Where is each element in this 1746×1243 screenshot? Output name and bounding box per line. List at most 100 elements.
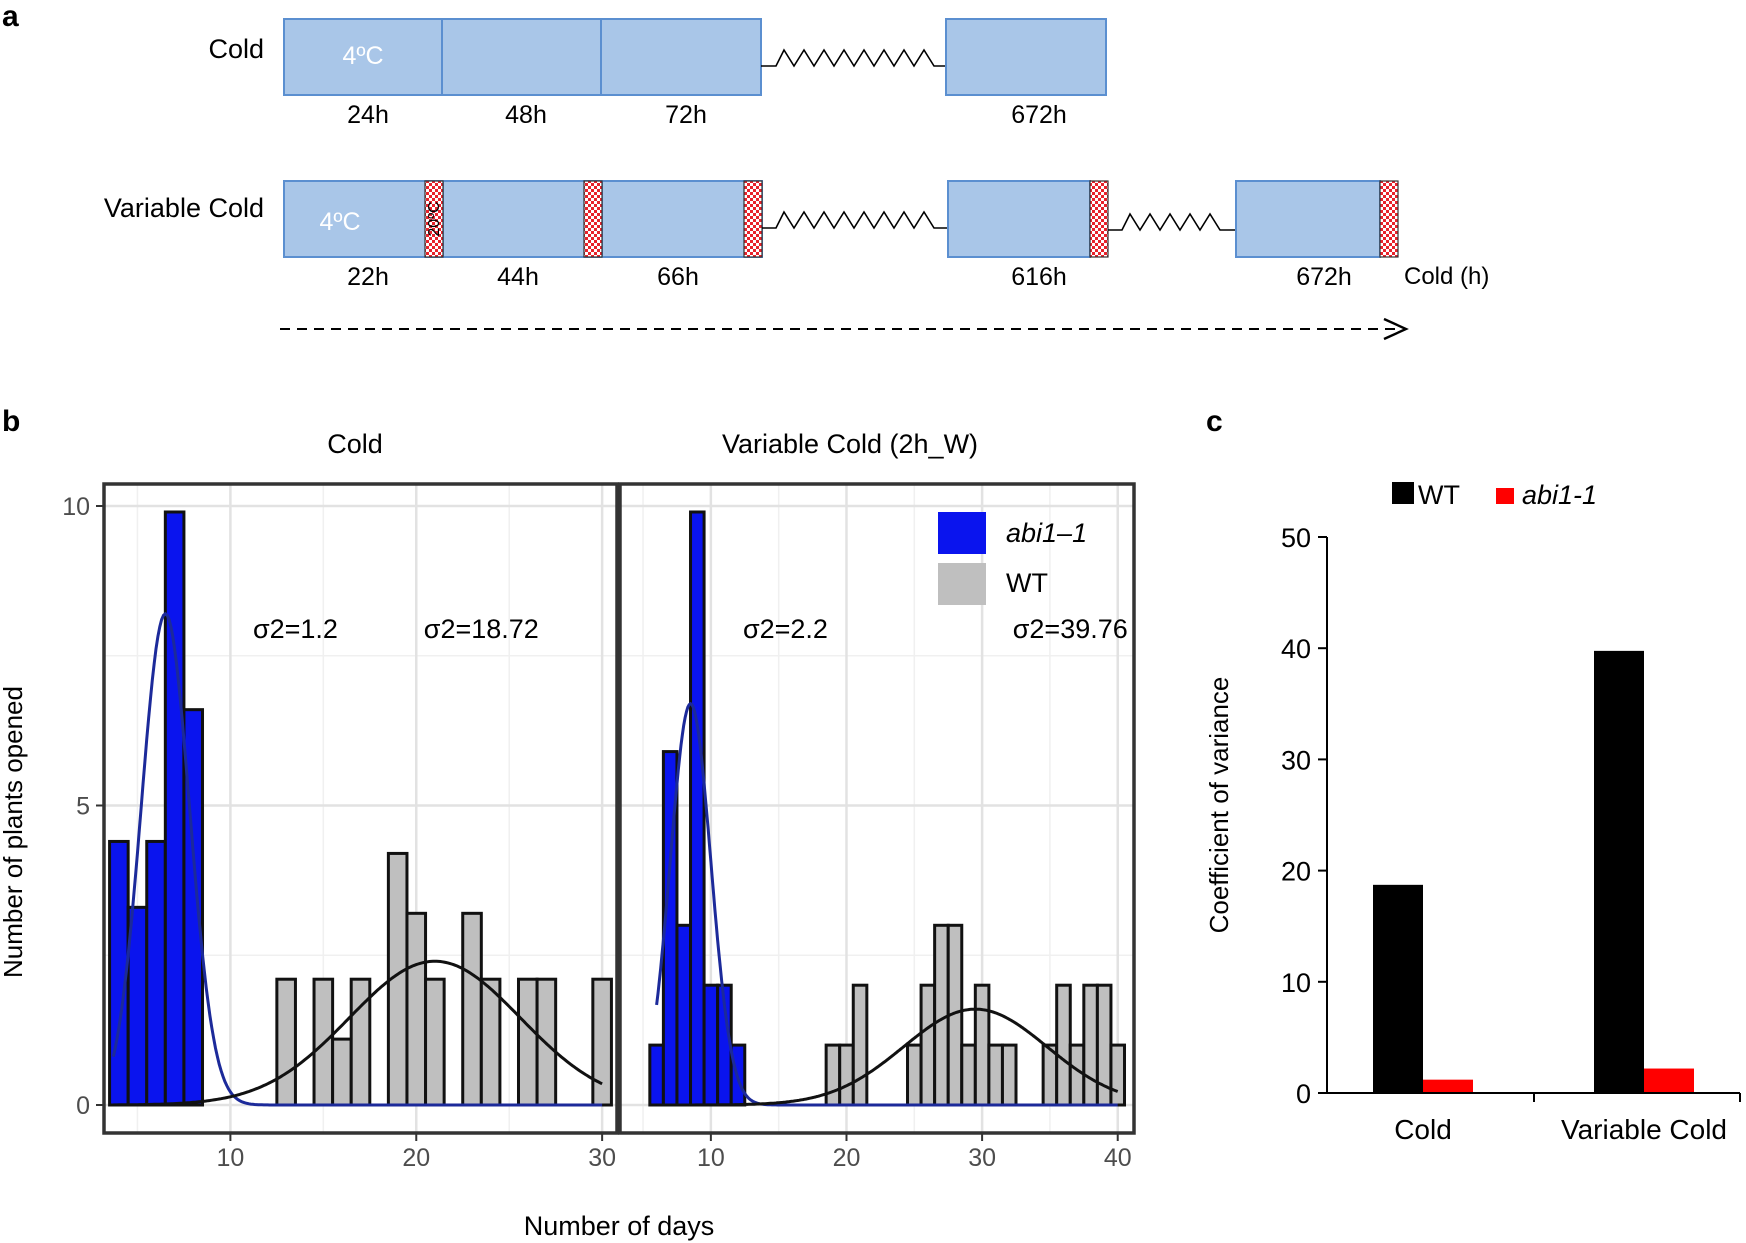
- legend-c-wt-swatch: [1392, 482, 1414, 504]
- wt-histogram-bar-12: [591, 977, 613, 1107]
- cold-time-72h: 72h: [665, 101, 707, 129]
- wt-fit-curve: [656, 1007, 1119, 1107]
- wt-fit-curve: [113, 959, 603, 1107]
- vcold-temp-label: 4ºC: [319, 208, 360, 236]
- c-y-tick-label: 40: [1281, 634, 1311, 664]
- panel-c-y-axis-label: Coefficient of variance: [1204, 677, 1234, 934]
- cold-zigzag-break: [761, 48, 946, 68]
- cold-time-672h: 672h: [1011, 101, 1067, 129]
- abi1-histogram-bar-3: [145, 839, 167, 1107]
- wt-histogram-bar-14: [1068, 1043, 1086, 1107]
- warm-pulse-1: [424, 180, 444, 258]
- vcold-time-22h: 22h: [347, 263, 389, 291]
- warm-pulse-4: [1089, 180, 1109, 258]
- vcold-block-2: [442, 180, 603, 258]
- abi1-bar-cold: [1423, 1079, 1473, 1093]
- variance-annotation-1: σ2=2.2: [743, 614, 828, 644]
- c-category-label: Variable Cold: [1561, 1114, 1727, 1145]
- abi1-bar-variable-cold: [1644, 1068, 1694, 1093]
- panel-c-legend: WT abi1-1: [1392, 480, 1597, 510]
- vcold-zigzag-break-1: [762, 210, 948, 230]
- c-y-tick-label: 50: [1281, 523, 1311, 553]
- abi1-histogram-bar-4: [163, 510, 186, 1107]
- panel-c-label: c: [1206, 405, 1223, 438]
- panel-b-facet-title-cold: Cold: [327, 429, 383, 459]
- wt-histogram-bar-4: [906, 1043, 923, 1107]
- legend-abi1-swatch: [938, 512, 986, 554]
- panel-a: a Cold 4ºC 24h 48h 72h 672h Variable Col…: [2, 0, 1489, 341]
- wt-histogram-bar-11: [1000, 1043, 1018, 1107]
- panel-a-label: a: [2, 0, 19, 33]
- legend-c-wt-label: WT: [1418, 480, 1460, 510]
- x-tick-label: 10: [216, 1144, 244, 1172]
- wt-bar-cold: [1373, 884, 1423, 1093]
- vcold-block-616: [947, 180, 1091, 258]
- y-tick-label: 5: [76, 793, 90, 821]
- histogram-facet-2: σ2=2.2 σ2=39.76 10 20 30 40: [618, 482, 1136, 1172]
- wt-histogram-bar-9: [479, 977, 502, 1107]
- wt-histogram-bar-8: [461, 911, 483, 1107]
- c-y-tick-label: 0: [1296, 1079, 1311, 1109]
- cold-block-final: [945, 18, 1107, 96]
- panel-b-legend: abi1–1 WT: [938, 512, 1087, 605]
- facet-border: [618, 482, 1136, 1135]
- y-tick-label: 0: [76, 1092, 90, 1120]
- wt-histogram-bar-3: [331, 1037, 353, 1107]
- panel-b-label: b: [2, 405, 20, 438]
- wt-histogram-bar-17: [1109, 1043, 1127, 1107]
- wt-histogram-bar-13: [1055, 983, 1072, 1107]
- wt-histogram-bar-10: [516, 977, 539, 1107]
- legend-c-abi1-label: abi1-1: [1522, 480, 1597, 510]
- variance-annotation-2: σ2=18.72: [424, 614, 539, 644]
- x-tick-label: 30: [968, 1144, 996, 1172]
- variable-cold-row-label: Variable Cold: [104, 193, 264, 223]
- wt-histogram-bar-7: [424, 977, 446, 1107]
- abi1-histogram-bar-5: [702, 983, 720, 1107]
- x-tick-label: 10: [697, 1144, 725, 1172]
- cold-time-48h: 48h: [505, 101, 547, 129]
- cold-time-24h: 24h: [347, 101, 389, 129]
- vcold-time-44h: 44h: [497, 263, 539, 291]
- wt-histogram-bar-1: [824, 1043, 842, 1107]
- wt-bar-variable-cold: [1594, 650, 1644, 1093]
- legend-c-abi1-swatch: [1496, 488, 1514, 504]
- cold-hours-axis-label: Cold (h): [1404, 263, 1489, 290]
- vcold-time-616h: 616h: [1011, 263, 1067, 291]
- x-tick-label: 20: [833, 1144, 861, 1172]
- cold-temp-label: 4ºC: [342, 42, 383, 70]
- warm-pulse-5: [1379, 180, 1399, 258]
- abi1-fit-curve: [111, 611, 603, 1107]
- vcold-block-1: [283, 180, 444, 258]
- facet-border: [102, 482, 619, 1135]
- panel-b-facet-title-variable: Variable Cold (2h_W): [722, 429, 978, 459]
- x-tick-label: 40: [1104, 1144, 1132, 1172]
- x-tick-label: 30: [588, 1144, 616, 1172]
- vcold-time-66h: 66h: [657, 263, 699, 291]
- vcold-block-672: [1235, 180, 1381, 258]
- panel-c: c WT abi1-1 Coefficient of variance 0 10 2…: [1204, 405, 1741, 1145]
- abi1-histogram-bar-4: [689, 510, 706, 1107]
- warm-pulse-3: [743, 180, 763, 258]
- wt-histogram-bar-10: [987, 1043, 1004, 1107]
- wt-histogram-bar-1: [275, 977, 297, 1107]
- variance-annotation-2: σ2=39.76: [1013, 614, 1128, 644]
- abi1-histogram-bar-1: [648, 1043, 665, 1107]
- wt-histogram-bar-3: [851, 983, 869, 1107]
- vcold-block-3: [601, 180, 763, 258]
- panel-b-y-axis-label: Number of plants opened: [0, 686, 28, 978]
- vcold-zigzag-break-2: [1108, 212, 1236, 232]
- legend-wt-label: WT: [1006, 568, 1048, 598]
- wt-histogram-bar-15: [1082, 983, 1099, 1107]
- wt-histogram-bar-8: [960, 1043, 977, 1107]
- variable-cold-schedule-row: Variable Cold 4ºC 20ºC 22h 44h 66h 616h …: [104, 180, 1489, 341]
- x-tick-label: 20: [402, 1144, 430, 1172]
- cold-schedule-row: Cold 4ºC 24h 48h 72h 672h: [208, 18, 1107, 129]
- legend-wt-swatch: [938, 563, 986, 605]
- panel-b: b Cold Variable Cold (2h_W) Number of pl…: [0, 405, 1136, 1241]
- variance-annotation-1: σ2=1.2: [253, 614, 338, 644]
- abi1-fit-curve: [655, 701, 1118, 1107]
- wt-histogram-bar-5: [919, 983, 937, 1107]
- histogram-facet-1: σ2=1.2 σ2=18.72 10 20 30 0 5 10: [62, 482, 619, 1172]
- abi1-histogram-bar-3: [675, 923, 693, 1107]
